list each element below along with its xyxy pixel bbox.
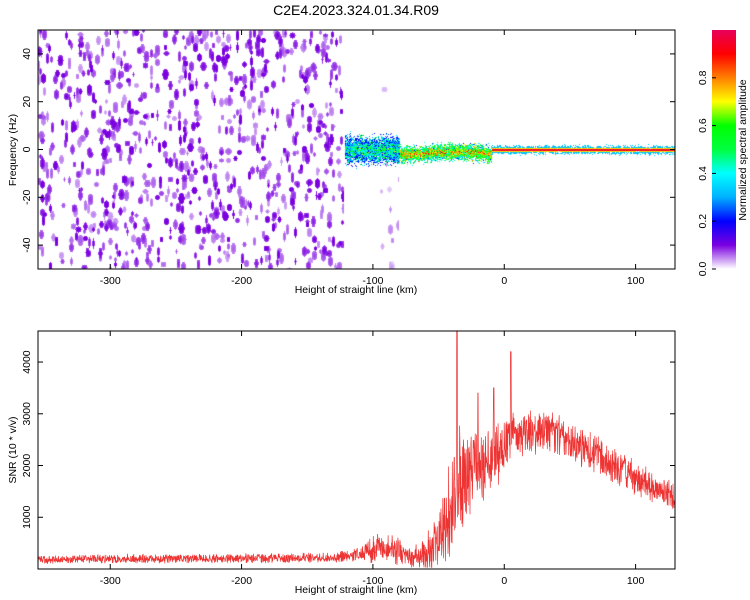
x-tick-label: -200 xyxy=(231,275,252,287)
y-tick-label: 20 xyxy=(21,96,33,108)
colorbar-label: Normalized spectral amplitude xyxy=(737,79,749,220)
x-tick-label: 100 xyxy=(627,575,645,587)
x-tick-label: -300 xyxy=(100,575,121,587)
snr-x-axis-label: Height of straight line (km) xyxy=(295,584,418,596)
y-tick-label: 3000 xyxy=(21,402,33,426)
snr-y-ticks: 1000 2000 3000 4000 xyxy=(21,350,675,529)
figure-title: C2E4.2023.324.01.34.R09 xyxy=(273,2,439,18)
snr-frame xyxy=(37,330,676,570)
spectrogram-x-axis-label: Height of straight line (km) xyxy=(295,284,418,296)
x-tick-label: -100 xyxy=(362,575,383,587)
y-tick-label: 40 xyxy=(21,48,33,60)
x-tick-label: -100 xyxy=(362,275,383,287)
colorbar-tick-label: 0.0 xyxy=(697,262,709,277)
colorbar-tick-label: 0.8 xyxy=(697,70,709,85)
snr-series-line xyxy=(38,331,675,569)
colorbar-gradient xyxy=(712,30,736,269)
spectrogram-y-axis-label: Frequency (Hz) xyxy=(7,114,19,186)
x-tick-label: 0 xyxy=(501,575,507,587)
y-tick-label: 1000 xyxy=(21,505,33,529)
y-tick-label: 4000 xyxy=(21,350,33,374)
y-tick-label: 0 xyxy=(21,146,33,152)
colorbar-tick-label: 0.6 xyxy=(697,118,709,133)
colorbar-ticks: 0.0 0.2 0.4 0.6 0.8 xyxy=(697,70,716,276)
snr-panel: -300 -200 -100 0 100 1000 2000 3000 4000 Height… xyxy=(7,330,676,596)
x-tick-label: 0 xyxy=(501,275,507,287)
x-tick-label: -300 xyxy=(100,275,121,287)
x-tick-label: -200 xyxy=(231,575,252,587)
spectrogram-x-ticks: -300 -200 -100 0 100 xyxy=(100,30,645,287)
y-tick-label: 2000 xyxy=(21,454,33,478)
snr-x-ticks: -300 -200 -100 0 100 xyxy=(100,331,645,587)
colorbar-tick-label: 0.2 xyxy=(697,214,709,229)
colorbar-tick-label: 0.4 xyxy=(697,166,709,181)
x-tick-label: 100 xyxy=(627,275,645,287)
y-tick-label: -20 xyxy=(21,190,33,205)
y-tick-label: -40 xyxy=(21,237,33,252)
spectrogram-heatmap xyxy=(38,30,675,269)
spectrogram-y-ticks: -40 -20 0 20 40 xyxy=(21,48,675,253)
colorbar: 0.0 0.2 0.4 0.6 0.8 Normalized spectral ampl… xyxy=(697,30,749,276)
snr-y-axis-label: SNR (10 * v/v) xyxy=(7,416,19,483)
